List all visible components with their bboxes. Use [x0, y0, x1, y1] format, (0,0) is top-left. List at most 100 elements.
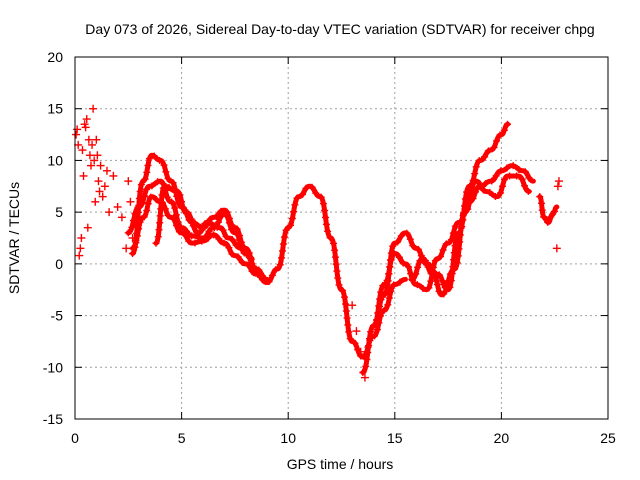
data-point: [152, 239, 160, 247]
x-tick-label: 0: [71, 430, 79, 446]
data-point: [356, 347, 365, 356]
data-point: [333, 267, 341, 275]
data-point: [84, 135, 93, 144]
data-point: [220, 239, 228, 247]
data-point: [282, 226, 290, 234]
data-point: [456, 238, 464, 246]
data-point: [117, 213, 126, 222]
data-point: [364, 349, 372, 357]
data-point: [258, 276, 266, 284]
grid-layer: [75, 57, 608, 419]
data-point: [421, 257, 429, 265]
data-point: [244, 261, 252, 269]
data-point: [302, 184, 310, 192]
data-point: [201, 220, 209, 228]
data-point: [322, 220, 330, 228]
data-point: [475, 157, 483, 165]
data-point: [322, 213, 330, 221]
data-point: [324, 227, 332, 235]
data-point: [272, 265, 280, 273]
data-point: [321, 207, 329, 215]
data-point: [425, 284, 433, 292]
data-point: [472, 163, 480, 171]
data-point: [342, 307, 350, 315]
data-point: [395, 253, 403, 261]
data-point: [405, 263, 413, 271]
data-point: [408, 275, 416, 283]
data-point: [86, 161, 95, 170]
data-point: [454, 252, 462, 260]
data-point: [135, 194, 143, 202]
data-point: [168, 198, 176, 206]
data-point: [113, 202, 122, 211]
data-point: [399, 259, 407, 267]
data-point: [496, 131, 504, 139]
data-point: [369, 322, 377, 330]
data-point: [76, 244, 85, 253]
data-point: [458, 217, 466, 225]
data-point: [329, 239, 337, 247]
data-point: [155, 226, 163, 234]
data-point: [486, 188, 494, 196]
data-point: [464, 205, 472, 213]
data-point: [144, 161, 152, 169]
data-point: [164, 211, 172, 219]
data-point: [433, 281, 441, 289]
data-point: [326, 234, 334, 242]
data-point: [169, 179, 177, 187]
data-point: [377, 296, 385, 304]
data-point: [373, 326, 381, 334]
data-point: [406, 235, 414, 243]
chart-title: Day 073 of 2026, Sidereal Day-to-day VTE…: [85, 21, 594, 37]
data-point: [360, 373, 369, 382]
data-point: [89, 104, 98, 113]
data-point: [156, 219, 164, 227]
tick-label-layer: 0 5 10 15 20 25 -15 -10 -5 0 5 10 15 20: [43, 49, 616, 446]
data-point: [77, 234, 86, 242]
data-point: [150, 152, 158, 160]
data-point: [440, 290, 448, 298]
data-point: [504, 120, 512, 128]
data-point: [243, 249, 251, 257]
data-point: [496, 189, 504, 197]
data-point: [88, 140, 97, 149]
data-point: [126, 197, 135, 206]
data-point: [490, 143, 498, 151]
data-point: [383, 284, 391, 292]
data-point: [488, 177, 496, 185]
x-tick-label: 5: [178, 430, 186, 446]
x-tick-label: 15: [387, 430, 403, 446]
data-point: [128, 223, 136, 231]
data-point: [339, 286, 347, 294]
data-point: [503, 164, 511, 172]
data-point: [135, 201, 143, 209]
data-point: [342, 300, 350, 308]
x-tick-label: 25: [600, 430, 616, 446]
data-point: [500, 126, 508, 134]
data-point: [459, 210, 467, 218]
y-tick-label: 15: [47, 101, 63, 117]
data-point: [132, 239, 140, 247]
data-point: [165, 183, 173, 191]
data-point: [147, 193, 155, 201]
data-point: [384, 301, 392, 309]
data-point: [160, 161, 168, 169]
data-point: [424, 263, 432, 271]
data-point: [188, 232, 196, 240]
data-point: [154, 178, 162, 186]
data-point: [414, 245, 422, 253]
data-point: [162, 168, 170, 176]
data-point: [280, 233, 288, 241]
tick-layer: [74, 56, 609, 420]
data-point: [384, 277, 392, 285]
data-point: [553, 182, 562, 191]
data-point: [212, 213, 220, 221]
data-point: [439, 246, 447, 254]
data-point: [217, 207, 225, 215]
data-point: [140, 213, 148, 221]
data-point: [279, 240, 287, 248]
x-tick-label: 20: [494, 430, 510, 446]
data-point: [75, 251, 84, 260]
data-point: [471, 170, 479, 178]
data-point: [319, 200, 327, 208]
